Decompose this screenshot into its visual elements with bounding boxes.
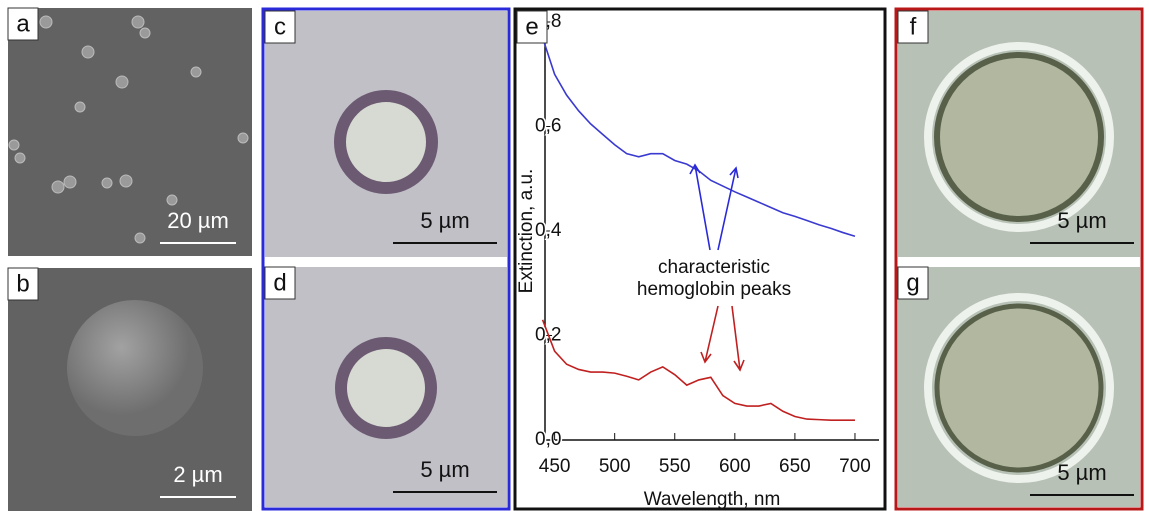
x-tick-label: 700 [839,456,871,477]
x-tick-label: 600 [719,456,751,477]
panel-label: a [16,10,30,37]
cell [934,52,1104,222]
sem-image [8,8,252,256]
panel-border [894,7,1144,511]
panel-border [261,7,511,511]
particle [67,300,203,436]
y-tick-label: 0,0 [535,429,561,450]
cell [334,90,438,194]
panel-label: e [525,13,538,40]
panel-label: c [274,13,286,40]
scale-label: 5 µm [1057,460,1106,485]
panel-label: d [273,269,286,296]
panel-labels: a b c d e f g [7,7,929,301]
panel-label: b [16,270,29,297]
arrows [689,163,745,372]
x-tick-label: 450 [539,456,571,477]
x-tick-label: 550 [659,456,691,477]
annotation: hemoglobin peaks [637,279,791,300]
panel-label: g [906,269,919,296]
y-tick-label: 0,6 [535,116,561,137]
halo [924,293,1114,483]
panel-label: f [910,13,917,40]
halo [924,42,1114,232]
panel-border [513,7,887,511]
x-tick-label: 500 [599,456,631,477]
x-tick-label: 650 [779,456,811,477]
y-axis-title: Extinction, a.u. [516,169,537,294]
cell [335,337,437,439]
y-tick-label: 0,4 [535,220,562,241]
scale-label: 2 µm [173,462,222,487]
series-line [541,319,855,421]
particles [8,15,249,244]
scale-label: 20 µm [167,208,229,233]
scale-label: 5 µm [420,457,469,482]
scale-label: 5 µm [1057,208,1106,233]
annotation: characteristic [658,257,770,278]
x-axis-title: Wavelength, nm [644,489,781,510]
scale-label: 5 µm [420,208,469,233]
cell [934,303,1104,473]
